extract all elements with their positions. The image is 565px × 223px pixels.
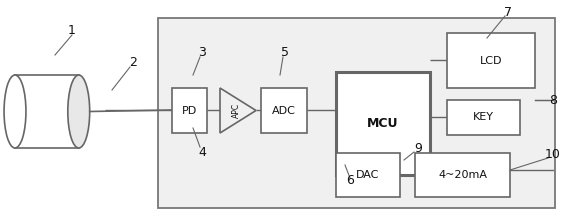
Bar bbox=[447, 100, 520, 135]
Text: 4: 4 bbox=[198, 145, 206, 159]
Bar bbox=[172, 88, 207, 133]
Text: 2: 2 bbox=[129, 56, 137, 68]
Text: LCD: LCD bbox=[480, 56, 502, 66]
Bar bbox=[336, 153, 400, 197]
Text: 9: 9 bbox=[414, 142, 422, 155]
Text: 10: 10 bbox=[545, 149, 561, 161]
Text: KEY: KEY bbox=[473, 112, 494, 122]
Bar bbox=[415, 153, 510, 197]
Text: 5: 5 bbox=[281, 45, 289, 58]
Text: MCU: MCU bbox=[367, 117, 399, 130]
Text: 6: 6 bbox=[346, 173, 354, 186]
Text: 4~20mA: 4~20mA bbox=[438, 170, 487, 180]
Text: 7: 7 bbox=[504, 6, 512, 19]
Text: 1: 1 bbox=[68, 23, 76, 37]
Bar bbox=[336, 72, 430, 175]
Bar bbox=[15, 75, 79, 148]
Text: 3: 3 bbox=[198, 45, 206, 58]
Bar bbox=[447, 33, 535, 88]
Bar bbox=[158, 18, 555, 208]
Text: ADC: ADC bbox=[272, 105, 296, 116]
Text: DAC: DAC bbox=[357, 170, 380, 180]
Text: 8: 8 bbox=[549, 93, 557, 107]
Text: APC: APC bbox=[232, 103, 241, 118]
Ellipse shape bbox=[68, 75, 90, 148]
Bar bbox=[261, 88, 307, 133]
Text: PD: PD bbox=[182, 105, 197, 116]
Ellipse shape bbox=[4, 75, 26, 148]
